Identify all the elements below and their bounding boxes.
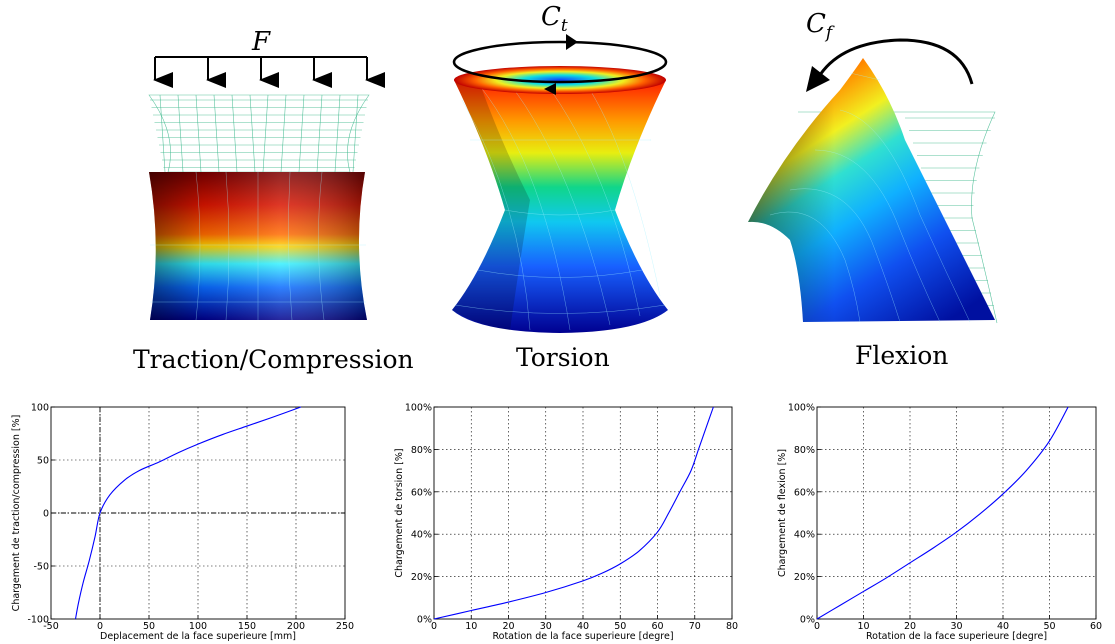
x-tick-label: 100 [189,621,207,632]
force-arrows [153,56,385,88]
y-tick-label: 100% [788,403,815,414]
y-tick-label: 100 [31,403,49,414]
y-tick-label: -100 [27,615,49,626]
x-tick-label: 10 [465,621,477,632]
y-tick-label: 80% [794,445,815,456]
x-tick-label: 50 [1043,621,1055,632]
x-tick-label: 250 [336,621,354,632]
torsion-body [452,66,668,333]
flexion-deformed-body [748,58,995,323]
y-tick-label: 20% [411,572,432,583]
x-axis-label: Deplacement de la face superieure [mm] [100,631,296,642]
traction-deformed-body [149,171,367,321]
x-tick-label: 80 [726,621,738,632]
x-tick-label: 0 [814,621,820,632]
x-tick-label: 200 [287,621,305,632]
y-tick-label: 80% [411,445,432,456]
flexion-illustration: Cf [748,9,998,324]
y-axis-label: Chargement de traction/compression [%] [11,415,22,612]
x-axis-label: Rotation de la face superieure [degre] [492,631,673,642]
series-line-0 [816,406,1069,620]
y-tick-label: 0 [43,509,49,520]
x-tick-label: 0 [431,621,437,632]
x-tick-label: 50 [143,621,155,632]
chart-torsion: 0 10 20 30 40 50 60 70 80 0% 20% 40% 60% 80% 100% Rotat… [394,403,738,643]
x-tick-label: 0 [97,621,103,632]
x-tick-label: 70 [689,621,701,632]
x-tick-label: 20 [502,621,514,632]
y-tick-label: -50 [33,562,49,573]
x-axis-label: Rotation de la face superieure [degre] [866,631,1047,642]
traction-illustration: F [148,27,385,321]
chart-traction-compression: -50 0 50 100 150 200 250-100-50050100Deplaceme… [11,403,354,643]
x-tick-label: 60 [651,621,663,632]
x-tick-label: 40 [577,621,589,632]
flexion-moment-symbol: Cf [806,9,835,43]
y-tick-label: 100% [405,403,432,414]
y-tick-label: 50 [37,456,49,467]
torsion-moment-arrow [452,34,668,95]
y-tick-label: 60% [411,487,432,498]
traction-undeformed-wireframe [148,94,370,173]
x-tick-label: 20 [904,621,916,632]
force-symbol: F [251,27,271,57]
x-tick-label: -50 [43,621,59,632]
x-tick-label: 40 [997,621,1009,632]
y-tick-label: 60% [794,487,815,498]
torsion-top-face [454,66,666,94]
x-tick-label: 60 [1090,621,1102,632]
caption-traction: Traction/Compression [133,345,414,374]
chart-flexion: 0 10 20 30 40 50 60 0% 20% 40% 60% 80% 100% Rotation … [777,403,1102,643]
y-axis-label: Chargement de torsion [%] [394,448,405,577]
x-tick-label: 10 [857,621,869,632]
y-tick-label: 20% [794,572,815,583]
series-line-0 [74,406,302,620]
x-tick-label: 150 [238,621,256,632]
y-tick-label: 0% [417,615,432,626]
y-tick-label: 0% [800,615,815,626]
caption-flexion: Flexion [855,341,948,370]
torsion-illustration: Ct [452,2,668,333]
x-tick-label: 30 [950,621,962,632]
y-tick-label: 40% [411,530,432,541]
y-tick-label: 40% [794,530,815,541]
torsion-moment-symbol: Ct [541,2,568,36]
y-axis-label: Chargement de flexion [%] [777,449,788,577]
caption-torsion: Torsion [516,343,610,372]
x-tick-label: 50 [614,621,626,632]
x-tick-label: 30 [540,621,552,632]
flexion-moment-arrow [806,38,974,92]
series-line-0 [433,406,714,620]
